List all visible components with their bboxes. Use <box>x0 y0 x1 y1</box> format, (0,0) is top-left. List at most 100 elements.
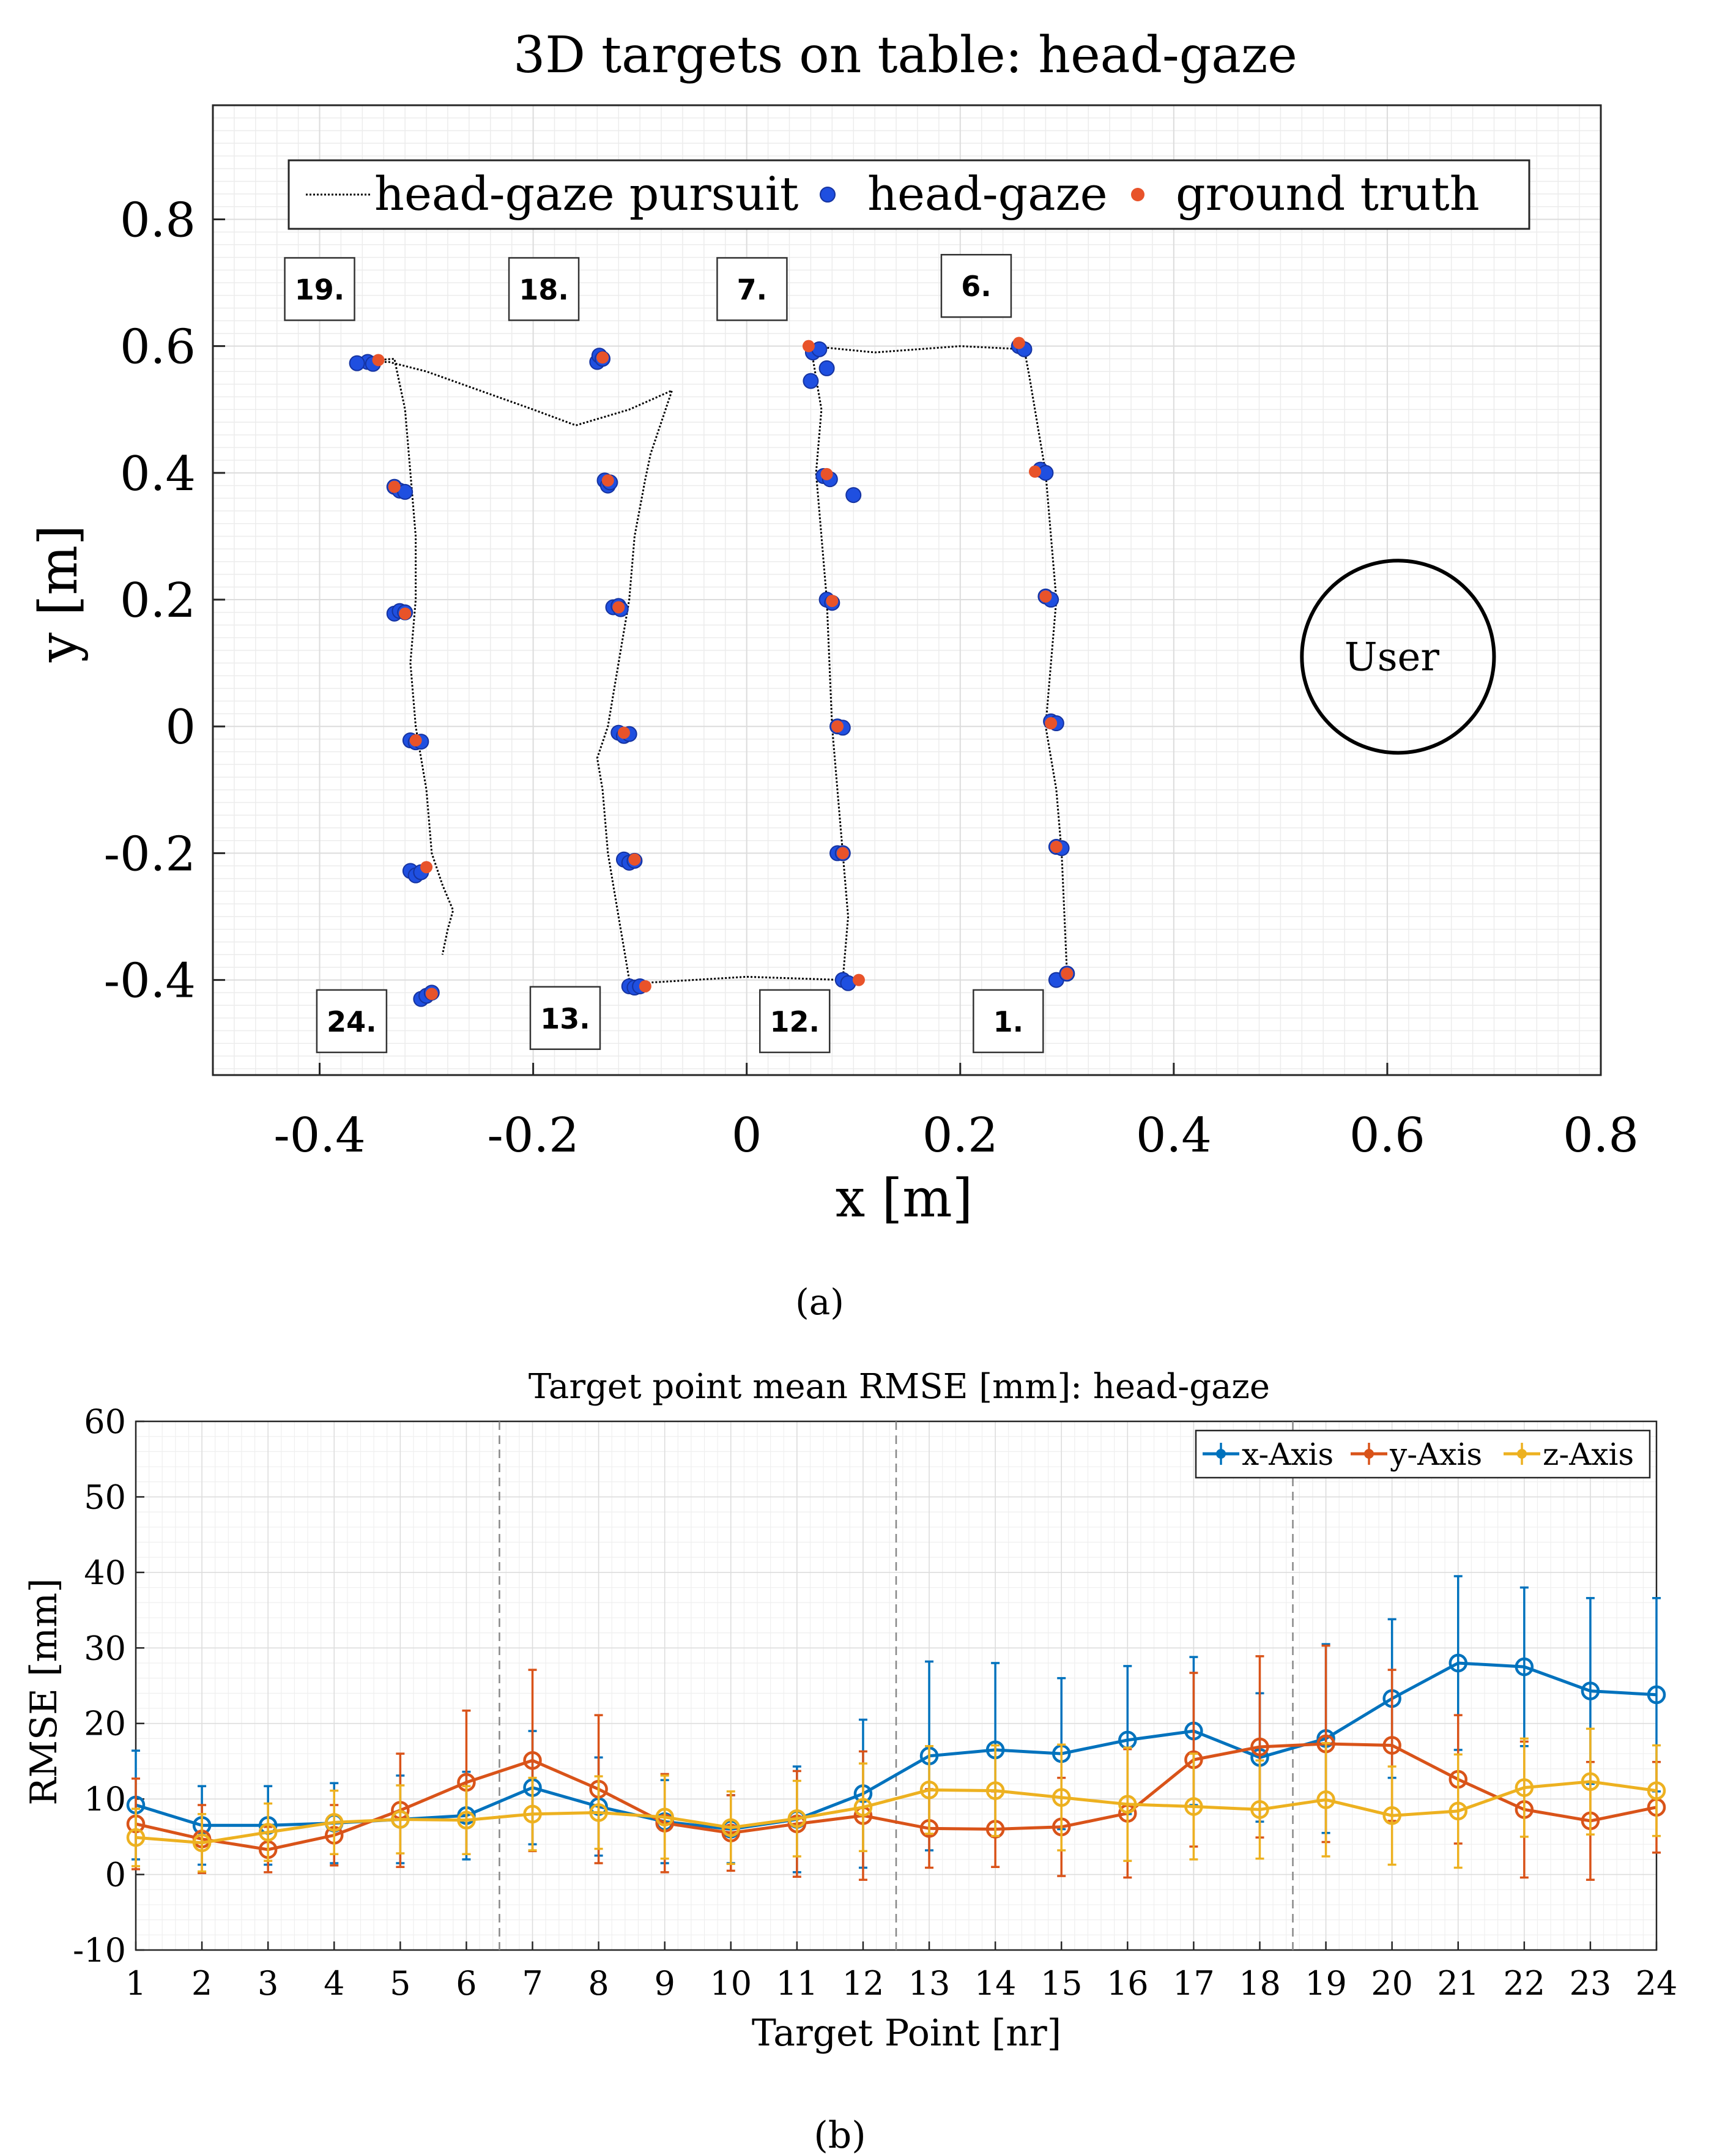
head-gaze-point <box>349 355 365 371</box>
chart-b-ticks: 1 2 3 4 5 6 7 8 9 10 11 12 13 14 15 16 17 18 19 20 21 22 23 24-… <box>73 1402 1677 2003</box>
x-tick-label: 23 <box>1570 1964 1612 2003</box>
ground-truth-point <box>596 351 609 364</box>
ground-truth-point <box>617 726 630 739</box>
data-point <box>589 1803 608 1822</box>
x-tick-label: 4 <box>324 1964 344 2003</box>
ground-truth-point <box>612 601 625 614</box>
legend-label: ground truth <box>1176 166 1480 221</box>
series-line <box>135 1742 1657 1852</box>
target-label-box <box>316 989 388 1054</box>
data-point <box>853 1798 873 1817</box>
x-tick-label: 5 <box>390 1964 410 2003</box>
x-tick-label: 11 <box>776 1964 818 2003</box>
target-label-box <box>716 257 788 321</box>
chart-b-legend: x-Axis y-Axis z-Axis <box>1195 1429 1651 1479</box>
data-point <box>1515 1778 1534 1797</box>
x-tick-label: 7 <box>522 1964 543 2003</box>
data-point <box>1647 1781 1666 1800</box>
y-tick-label: 0.8 <box>120 193 196 248</box>
x-tick-label: 0 <box>732 1108 762 1163</box>
data-point <box>457 1811 476 1829</box>
chart-a-xlabel: x [m] <box>836 1168 973 1229</box>
legend-label: z-Axis <box>1543 1437 1634 1472</box>
chart-a-title: 3D targets on table: head-gaze <box>513 26 1297 84</box>
chart-a-ticks: -0.4 -0.2 0 0.2 0.4 0.6 0.8 -0.4 -0.2 0 0.2 0.4 0.6 0… <box>104 193 1639 1163</box>
ground-truth-point <box>852 973 865 986</box>
target-label-box <box>508 257 580 321</box>
y-tick-label: 10 <box>84 1780 126 1818</box>
head-gaze-point <box>845 487 862 504</box>
data-point <box>1382 1736 1401 1755</box>
chart-b-grid <box>135 1421 1657 1951</box>
x-tick-label: 24 <box>1636 1964 1678 2003</box>
ground-truth-point <box>826 595 839 608</box>
x-tick-label: 22 <box>1503 1964 1545 2003</box>
data-point <box>787 1809 807 1828</box>
ground-truth-point <box>1028 465 1041 478</box>
y-tick-label: 0.6 <box>120 320 196 375</box>
chart-b-plot-area <box>135 1420 1658 1951</box>
chart-b-title: Target point mean RMSE [mm]: head-gaze <box>529 1367 1270 1407</box>
ground-truth-point <box>425 988 438 1000</box>
y-tick-label: -0.4 <box>104 954 196 1009</box>
ground-truth-point <box>388 480 401 493</box>
data-point <box>1316 1790 1335 1809</box>
x-tick-label: 1 <box>125 1964 146 2003</box>
x-tick-label: 2 <box>191 1964 212 2003</box>
chart-a-target-labels: 19. 18. 7. 6. 24. 13. 12. 1. <box>284 253 1044 1054</box>
target-label-box <box>284 257 355 321</box>
user-circle <box>1300 559 1496 755</box>
legend-label: head-gaze <box>867 166 1108 221</box>
data-point <box>1250 1800 1269 1819</box>
ground-truth-point <box>1012 337 1025 349</box>
x-tick-label: 9 <box>655 1964 675 2003</box>
ground-truth-point <box>802 340 815 352</box>
x-tick-label: 12 <box>842 1964 885 2003</box>
data-point <box>1581 1681 1600 1700</box>
chart-b-ylabel: RMSE [mm] <box>23 1578 65 1805</box>
legend-box <box>1195 1429 1651 1479</box>
data-point <box>919 1781 939 1800</box>
x-tick-label: 0.4 <box>1136 1108 1212 1163</box>
data-point <box>1515 1657 1534 1677</box>
data-point <box>523 1804 542 1824</box>
data-point <box>126 1828 146 1847</box>
chart-b-xlabel: Target Point [nr] <box>752 2012 1061 2055</box>
target-label: 19. <box>295 273 345 306</box>
ground-truth-point <box>420 861 433 874</box>
legend-label: head-gaze pursuit <box>374 166 798 221</box>
y-tick-label: 60 <box>84 1402 126 1441</box>
legend-box <box>287 159 1530 230</box>
data-point <box>1118 1795 1137 1814</box>
data-point <box>1052 1788 1071 1807</box>
y-tick-label: 30 <box>84 1629 126 1667</box>
ground-truth-point <box>601 474 614 487</box>
target-label-box <box>940 253 1012 318</box>
legend-ground-truth-swatch <box>1131 188 1144 201</box>
legend-label: y-Axis <box>1389 1437 1482 1472</box>
target-label: 12. <box>770 1005 820 1038</box>
y-tick-label: 0.4 <box>120 447 196 502</box>
ground-truth-point <box>820 467 833 480</box>
y-tick-label: 20 <box>84 1705 126 1743</box>
head-gaze-point <box>803 373 819 389</box>
chart-a-ylabel: y [m] <box>28 525 89 663</box>
ground-truth-point <box>1061 967 1074 980</box>
data-point <box>1449 1653 1467 1673</box>
data-point <box>1250 1737 1269 1757</box>
x-tick-label: 3 <box>258 1964 278 2003</box>
data-point <box>985 1781 1005 1800</box>
x-tick-label: 0.6 <box>1349 1108 1425 1163</box>
ground-truth-point <box>1045 717 1058 730</box>
data-point <box>1382 1806 1401 1825</box>
y-tick-label: -10 <box>73 1931 126 1970</box>
x-tick-label: 15 <box>1040 1964 1083 2003</box>
x-tick-label: -0.4 <box>273 1108 365 1163</box>
data-point <box>655 1807 674 1827</box>
legend-label: x-Axis <box>1242 1437 1334 1472</box>
data-point <box>721 1818 741 1837</box>
ground-truth-point <box>372 354 385 367</box>
head-gaze-point <box>818 360 835 376</box>
target-label: 1. <box>993 1005 1023 1038</box>
y-tick-label: 0 <box>105 1856 126 1894</box>
